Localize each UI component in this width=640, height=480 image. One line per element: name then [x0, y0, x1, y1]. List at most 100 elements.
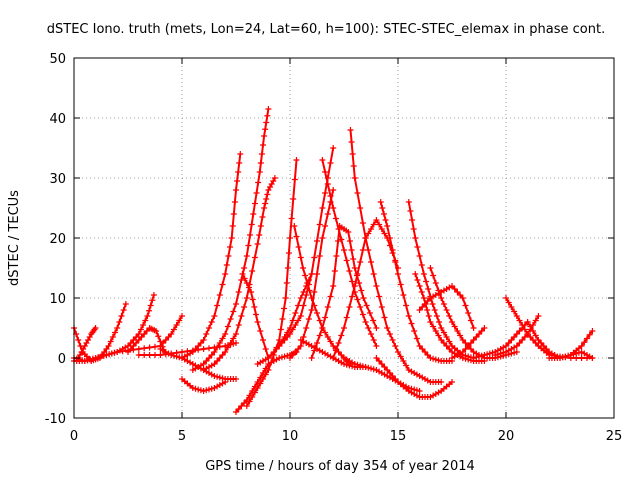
data-point: [135, 346, 142, 352]
data-point: [233, 331, 239, 337]
y-tick-label: 50: [49, 52, 66, 67]
data-point: [357, 259, 364, 265]
data-point: [400, 292, 407, 298]
data-point: [570, 351, 577, 358]
data-point: [573, 350, 580, 357]
data-point: [443, 343, 450, 349]
data-point: [368, 226, 374, 232]
data-point: [578, 355, 585, 361]
data-point: [422, 349, 428, 355]
data-series-14: [243, 157, 300, 409]
data-point: [264, 191, 271, 198]
data-point: [330, 187, 337, 193]
data-point: [407, 208, 414, 214]
data-series-16: [276, 145, 337, 349]
data-point: [519, 337, 526, 343]
data-point: [359, 247, 366, 253]
data-point: [281, 353, 288, 360]
data-point: [413, 387, 420, 394]
data-point: [119, 348, 126, 355]
data-point: [330, 343, 337, 349]
data-point: [494, 351, 501, 358]
data-point: [403, 302, 410, 309]
data-point: [476, 331, 482, 337]
data-point: [284, 265, 291, 271]
data-point: [168, 331, 175, 337]
data-point: [224, 344, 231, 351]
data-point: [304, 280, 311, 286]
data-point: [565, 352, 572, 359]
data-point: [508, 337, 515, 343]
data-series-26: [377, 199, 455, 364]
data-point: [341, 361, 347, 367]
data-point: [229, 223, 236, 229]
y-tick-label: 20: [49, 232, 66, 247]
data-point: [384, 223, 391, 229]
data-point: [335, 340, 342, 346]
data-point: [230, 335, 237, 342]
data-point: [133, 334, 140, 340]
data-point: [125, 349, 131, 355]
data-point: [416, 283, 423, 289]
data-series-20: [308, 223, 380, 361]
data-point: [200, 337, 207, 343]
data-point: [581, 339, 588, 346]
data-point: [330, 145, 337, 151]
data-point: [141, 352, 148, 358]
data-point: [470, 355, 477, 361]
data-point: [389, 373, 396, 379]
data-point: [87, 356, 94, 363]
data-point: [283, 280, 290, 286]
data-point: [251, 254, 258, 261]
data-point: [288, 215, 295, 222]
data-point: [95, 354, 102, 361]
data-point: [179, 313, 185, 319]
data-point: [142, 317, 149, 324]
data-point: [241, 304, 248, 310]
data-point: [208, 319, 215, 325]
data-point: [357, 205, 364, 211]
data-point: [211, 313, 218, 319]
data-point: [575, 349, 582, 356]
data-point: [105, 343, 112, 349]
data-series-9: [179, 151, 244, 361]
data-point: [248, 221, 255, 228]
data-point: [308, 307, 315, 313]
data-point: [235, 169, 242, 175]
data-point: [287, 331, 293, 337]
data-point: [476, 353, 482, 360]
data-point: [418, 289, 425, 295]
data-point: [511, 349, 518, 356]
data-point: [216, 355, 223, 361]
data-series-17: [287, 187, 337, 361]
data-point: [233, 376, 239, 382]
data-point: [203, 387, 210, 394]
data-point: [236, 160, 243, 166]
data-point: [243, 280, 250, 286]
data-point: [412, 271, 419, 277]
data-point: [165, 334, 172, 340]
data-point: [332, 347, 339, 354]
data-point: [438, 337, 445, 343]
data-point: [109, 334, 116, 340]
data-point: [89, 355, 96, 362]
data-point: [405, 313, 412, 319]
data-point: [222, 379, 229, 385]
data-point: [278, 354, 285, 361]
data-point: [430, 323, 437, 330]
data-point: [203, 358, 210, 364]
data-point: [241, 400, 248, 406]
data-point: [440, 301, 447, 307]
y-axis-label: dSTEC / TECUs: [7, 190, 22, 286]
data-point: [200, 346, 207, 352]
data-point: [440, 329, 447, 336]
data-point: [211, 349, 218, 355]
data-point: [291, 176, 298, 183]
data-point: [116, 319, 123, 325]
data-point: [435, 332, 442, 339]
data-point: [376, 358, 383, 364]
data-point: [467, 340, 474, 346]
data-point: [233, 340, 239, 346]
data-point: [386, 370, 393, 376]
data-point: [389, 337, 396, 343]
